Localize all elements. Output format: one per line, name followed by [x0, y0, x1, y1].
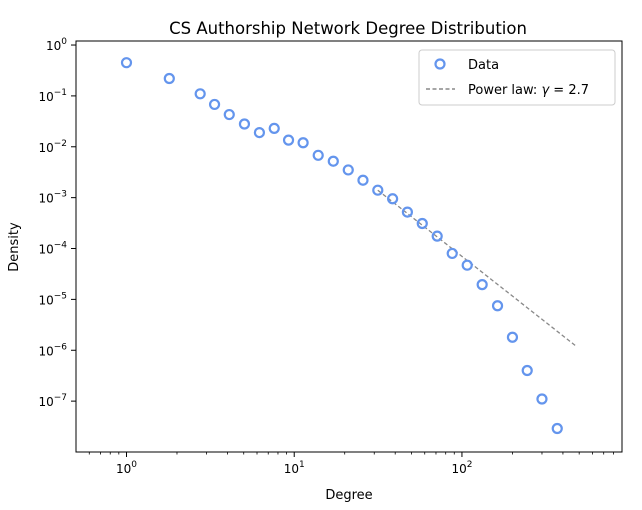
y-tick-label: 10−6 [38, 342, 67, 358]
y-tick-label: 10−5 [38, 291, 67, 307]
x-tick-label: 102 [451, 460, 472, 476]
data-point [491, 300, 504, 312]
y-tick-label: 10−4 [38, 241, 67, 257]
data-point [238, 118, 251, 130]
chart-title: CS Authorship Network Degree Distributio… [169, 19, 527, 38]
data-point [163, 72, 175, 85]
data-point [194, 88, 206, 100]
data-point [401, 206, 414, 218]
data-point [342, 164, 354, 176]
data-point [120, 57, 133, 69]
series-layer [120, 57, 577, 435]
data-point [372, 184, 384, 196]
data-point [551, 422, 563, 435]
y-tick-label: 10−2 [38, 139, 67, 155]
axis-ticks: 100 101 102 100 10−1 10−2 10−3 10−4 10−5 10−6 10−7 [38, 37, 614, 476]
data-point [327, 155, 339, 167]
legend-label-data: Data [468, 58, 499, 73]
data-point [282, 134, 295, 146]
legend-data-marker [434, 58, 446, 70]
data-point [461, 259, 473, 271]
y-tick-label: 10−1 [38, 88, 67, 104]
data-point [208, 98, 221, 111]
legend-box [418, 49, 616, 106]
data-point [253, 126, 265, 139]
y-axis-label: Density [7, 222, 22, 272]
data-point [416, 217, 428, 230]
x-tick-label: 100 [116, 460, 137, 476]
data-point [446, 247, 458, 260]
data-point [357, 174, 369, 186]
data-point [268, 122, 280, 134]
data-point [297, 137, 309, 149]
data-point [312, 149, 324, 161]
data-point [476, 279, 488, 291]
x-tick-label: 101 [284, 460, 305, 476]
y-tick-label: 10−3 [38, 190, 67, 206]
data-point [521, 364, 533, 377]
y-tick-label: 10−7 [38, 393, 67, 409]
x-axis-label: Degree [325, 488, 372, 503]
legend: Data Power law: γ = 2.7 [418, 49, 616, 106]
plot-area [75, 40, 623, 453]
data-point [536, 393, 548, 405]
data-point [506, 331, 519, 343]
legend-label-powerlaw: Power law: γ = 2.7 [468, 83, 589, 98]
y-tick-label: 100 [46, 37, 67, 53]
data-point [387, 193, 399, 205]
data-point [431, 230, 443, 242]
data-point [223, 108, 235, 121]
